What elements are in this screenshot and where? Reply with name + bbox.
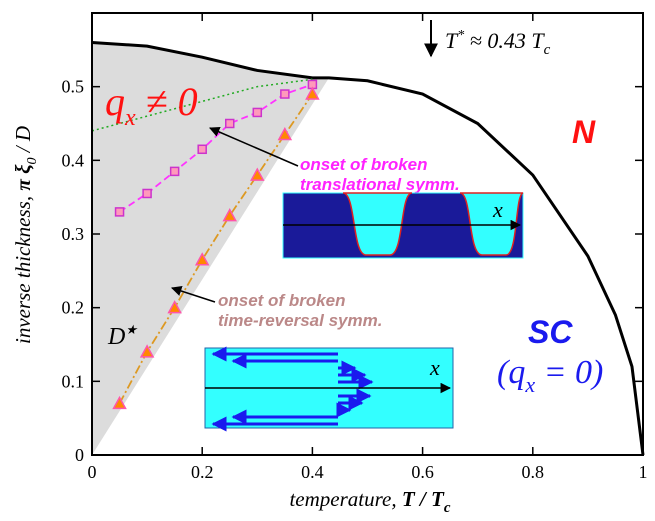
q-part: x	[124, 105, 136, 131]
inset-axis-label: x	[429, 355, 440, 380]
t-star-part: ≈ 0.43 T	[464, 28, 545, 53]
square-marker	[114, 207, 125, 217]
square-marker	[280, 89, 290, 99]
x-tick-label: 0.8	[522, 462, 545, 482]
q-part: = 0)	[535, 354, 603, 391]
plot-area	[91, 40, 645, 456]
inset-time-reversal: x	[204, 346, 454, 432]
square-marker	[169, 166, 180, 177]
y-tick-label: 0.4	[62, 150, 85, 170]
triangle-marker	[250, 167, 265, 181]
x-label-part: c	[444, 500, 451, 516]
y-tick-label: 0.5	[62, 77, 85, 97]
shaded-region	[92, 42, 329, 455]
d-star-label: D★	[107, 322, 138, 350]
triangle-marker	[222, 208, 238, 222]
onset-label: translational symm.	[300, 175, 460, 194]
y-label-part: 0	[25, 157, 40, 164]
series-line	[118, 93, 314, 404]
x-tick-label: 1	[639, 462, 648, 482]
q-part: (q	[497, 354, 525, 391]
q-part: ≠ 0	[136, 79, 198, 124]
x-label-part: T / T	[402, 487, 445, 511]
y-tick-label: 0.1	[62, 371, 85, 391]
y-tick-label: 0.3	[62, 224, 85, 244]
y-tick-label: 0	[75, 445, 84, 465]
onset-label: onset of broken	[300, 155, 428, 174]
y-axis-label: inverse thickness, π ξ0 / D	[11, 126, 40, 344]
square-marker	[197, 144, 207, 155]
x-tick-label: 0.4	[301, 462, 324, 482]
square-marker	[225, 118, 235, 129]
inset-axis-label: x	[492, 197, 503, 222]
q-nonzero-label: qx ≠ 0	[105, 79, 198, 131]
d-part: D	[107, 324, 125, 350]
pointer-arrow	[171, 285, 216, 303]
square-marker	[142, 188, 152, 199]
triangle-marker	[277, 126, 293, 141]
x-tick-label: 0.6	[411, 462, 434, 482]
q-part: x	[524, 372, 535, 397]
x-label-part: temperature,	[289, 487, 401, 511]
y-tick-label: 0.2	[62, 298, 85, 318]
triangle-marker	[305, 86, 320, 100]
triangle-marker	[167, 300, 182, 314]
triangle-marker	[139, 344, 155, 358]
x-tick-label: 0	[88, 462, 97, 482]
d-part: ★	[125, 322, 138, 337]
inset-translational: x	[282, 192, 524, 259]
t-star-label: T* ≈ 0.43 Tc	[445, 28, 551, 58]
y-label-part: π ξ	[11, 164, 35, 191]
x-tick-label: 0.2	[191, 462, 214, 482]
onset-label: time-reversal symm.	[218, 311, 382, 330]
q-part: q	[105, 79, 125, 124]
series-line	[91, 40, 645, 456]
q-zero-label: (qx = 0)	[497, 354, 603, 397]
normal-label: N	[572, 114, 596, 150]
triangle-marker	[194, 252, 210, 266]
y-label-part: inverse thickness,	[11, 191, 35, 344]
y-label-part: / D	[11, 126, 35, 158]
square-marker	[252, 107, 263, 118]
x-axis-label: temperature, T / Tc	[289, 487, 450, 516]
pointer-arrow	[209, 126, 299, 167]
sc-label: SC	[528, 314, 573, 350]
t-star-part: *	[457, 28, 464, 43]
triangle-marker	[112, 395, 127, 410]
t-star-part: c	[544, 42, 551, 58]
onset-label: onset of broken	[218, 291, 346, 310]
t-star-part: T	[445, 28, 459, 53]
